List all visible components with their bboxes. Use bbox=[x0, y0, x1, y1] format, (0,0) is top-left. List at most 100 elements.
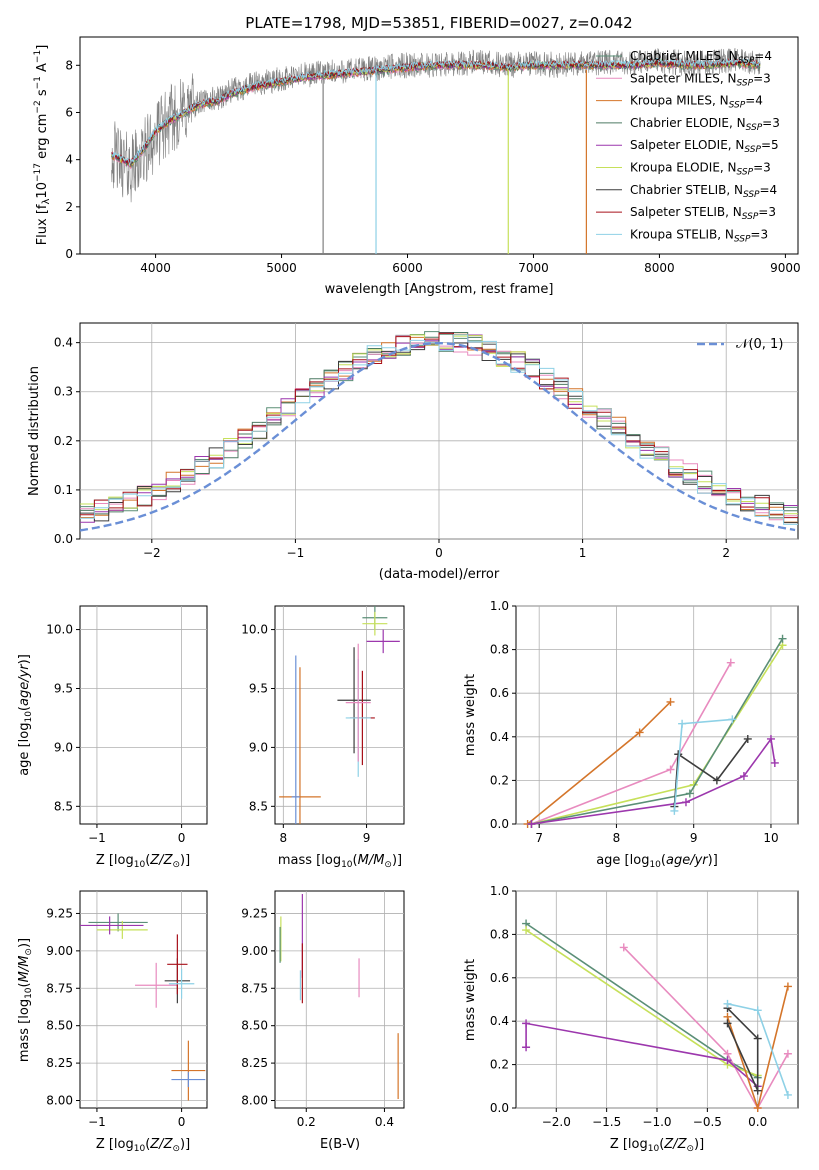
legend-label: Salpeter MILES, NSSP=3 bbox=[630, 71, 771, 88]
age-z-ylabel: age [log10(age/yr)] bbox=[17, 654, 34, 776]
mass-ebv-ytick-label: 8.00 bbox=[241, 1094, 268, 1108]
residual-ytick-label: 0.2 bbox=[54, 434, 73, 448]
mass-z-xlabel: Z [log10(Z/Z⊙)] bbox=[96, 1137, 190, 1154]
age-mass-xtick-label: 9 bbox=[363, 831, 371, 845]
mass-z-ytick-label: 8.25 bbox=[46, 1056, 73, 1070]
mw-z-marker bbox=[753, 1104, 762, 1112]
mw-age-plot: 7 8 9 10 0.0 0.2 0.4 0.6 0.8 1.0 bbox=[490, 599, 798, 845]
legend-label: Chabrier STELIB, NSSP=4 bbox=[630, 183, 777, 200]
histogram-step bbox=[80, 334, 798, 525]
mass-ebv-ytick-label: 8.75 bbox=[241, 981, 268, 995]
spectrum-title: PLATE=1798, MJD=53851, FIBERID=0027, z=0… bbox=[245, 14, 632, 32]
legend-label: Chabrier MILES, NSSP=4 bbox=[630, 49, 772, 66]
mass-z-ytick-label: 8.00 bbox=[46, 1094, 73, 1108]
mw-age-marker bbox=[674, 750, 683, 759]
spectrum-xlabel: wavelength [Angstrom, rest frame] bbox=[325, 282, 554, 297]
mass-z-ytick-label: 9.00 bbox=[46, 944, 73, 958]
mw-z-ytick-label: 0.4 bbox=[490, 1014, 509, 1028]
mw-z-marker bbox=[753, 1086, 762, 1095]
age-mass-plot: 8 9 8.5 9.0 9.5 10.0 bbox=[241, 606, 404, 845]
mw-z-marker bbox=[753, 1034, 762, 1043]
mw-z-marker bbox=[723, 999, 732, 1008]
residual-xtick-label: 0 bbox=[435, 546, 443, 560]
gaussian-curve bbox=[80, 342, 796, 532]
mass-ebv-ytick-label: 8.25 bbox=[241, 1056, 268, 1070]
residual-ytick-label: 0.3 bbox=[54, 385, 73, 399]
mass-z-ytick-label: 8.50 bbox=[46, 1019, 73, 1033]
age-z-xtick-label: 0 bbox=[178, 831, 186, 845]
mass-z-ytick-label: 8.75 bbox=[46, 981, 73, 995]
legend-label: Chabrier ELODIE, NSSP=3 bbox=[630, 116, 780, 133]
mass-ebv-plot: 0.2 0.4 8.00 8.25 8.50 8.75 9.00 9.25 bbox=[241, 891, 404, 1129]
mw-z-xtick-label: −1.0 bbox=[642, 1115, 671, 1129]
mw-z-marker bbox=[783, 982, 792, 991]
spectrum-xtick-label: 4000 bbox=[140, 261, 171, 275]
mw-age-marker bbox=[527, 820, 536, 828]
mw-age-marker bbox=[635, 728, 644, 737]
mw-age-marker bbox=[670, 806, 679, 815]
age-mass-ytick-label: 9.5 bbox=[249, 681, 268, 695]
residual-ytick-label: 0.0 bbox=[54, 532, 73, 546]
age-z-panel: −1 0 8.5 9.0 9.5 10.0 Z [log10(Z/Z⊙)] age [lo… bbox=[17, 605, 208, 870]
spectrum-xtick-label: 8000 bbox=[644, 261, 675, 275]
mw-age-marker bbox=[666, 765, 675, 774]
age-z-xtick-label: −1 bbox=[88, 831, 106, 845]
age-z-ytick-label: 9.5 bbox=[54, 681, 73, 695]
age-mass-frame bbox=[274, 605, 405, 825]
mw-age-ytick-label: 0.4 bbox=[490, 730, 509, 744]
mass-z-xtick-label: 0 bbox=[178, 1115, 186, 1129]
residual-xtick-label: 1 bbox=[579, 546, 587, 560]
mw-age-ytick-label: 0.8 bbox=[490, 643, 509, 657]
age-mass-xlabel: mass [log10(M/M⊙)] bbox=[278, 853, 402, 870]
mw-age-ytick-label: 0.0 bbox=[490, 817, 509, 831]
mw-z-marker bbox=[522, 926, 531, 935]
mw-z-ytick-label: 1.0 bbox=[490, 884, 509, 898]
mw-age-xlabel: age [log10(age/yr)] bbox=[596, 853, 718, 870]
legend-label: Kroupa STELIB, NSSP=3 bbox=[630, 227, 768, 244]
legend-label: Salpeter STELIB, NSSP=3 bbox=[630, 205, 776, 222]
mw-age-marker bbox=[743, 734, 752, 743]
mw-z-xtick-label: −0.5 bbox=[693, 1115, 722, 1129]
age-z-ytick-label: 9.0 bbox=[54, 740, 73, 754]
spectrum-panel: 4000 5000 6000 7000 8000 9000 0 2 4 6 8 Chabrier M… bbox=[33, 14, 801, 297]
mw-age-marker bbox=[770, 758, 779, 767]
mw-age-marker bbox=[712, 776, 721, 785]
mw-z-ytick-label: 0.8 bbox=[490, 927, 509, 941]
mw-age-marker bbox=[681, 798, 690, 807]
mw-age-xtick-label: 7 bbox=[535, 831, 543, 845]
mw-z-ytick-label: 0.0 bbox=[490, 1101, 509, 1115]
residual-xtick-label: −2 bbox=[143, 546, 161, 560]
mw-age-marker bbox=[739, 772, 748, 781]
mw-z-panel: −2.0 −1.5 −1.0 −0.5 0.0 0.0 0.2 0.4 0.6 0.8 1.0 Z … bbox=[463, 884, 799, 1154]
spectrum-ytick-label: 2 bbox=[65, 200, 73, 214]
mw-z-ytick-label: 0.6 bbox=[490, 971, 509, 985]
mass-ebv-ytick-label: 9.00 bbox=[241, 944, 268, 958]
residual-ytick-label: 0.4 bbox=[54, 336, 73, 350]
age-z-frame bbox=[79, 605, 208, 825]
mw-z-ytick-label: 0.2 bbox=[490, 1058, 509, 1072]
residual-panel: −2 −1 0 1 2 0.0 0.1 0.2 0.3 0.4 𝒩(0, 1) (data-mode… bbox=[27, 322, 799, 582]
mass-ebv-ytick-label: 9.25 bbox=[241, 906, 268, 920]
model-line bbox=[111, 57, 761, 166]
legend-label: Salpeter ELODIE, NSSP=5 bbox=[630, 138, 779, 155]
mw-age-xtick-label: 8 bbox=[613, 831, 621, 845]
age-mass-ytick-label: 9.0 bbox=[249, 740, 268, 754]
spectrum-ytick-label: 0 bbox=[65, 247, 73, 261]
mw-z-marker bbox=[522, 1043, 531, 1052]
mass-z-panel: −1 0 8.00 8.25 8.50 8.75 9.00 9.25 Z [log10(Z/Z… bbox=[17, 890, 208, 1154]
mw-z-marker bbox=[723, 1056, 732, 1065]
age-mass-panel: 8 9 8.5 9.0 9.5 10.0 mass [log10(M/M⊙)] bbox=[241, 605, 405, 870]
spectrum-ytick-label: 4 bbox=[65, 153, 73, 167]
age-mass-ytick-label: 8.5 bbox=[249, 799, 268, 813]
mw-age-xtick-label: 9 bbox=[690, 831, 698, 845]
mass-z-ylabel: mass [log10(M/M⊙)] bbox=[17, 938, 34, 1062]
mw-age-ytick-label: 0.2 bbox=[490, 773, 509, 787]
mw-z-marker bbox=[783, 1090, 792, 1099]
mass-ebv-xtick-label: 0.4 bbox=[375, 1115, 394, 1129]
mass-ebv-ytick-label: 8.50 bbox=[241, 1019, 268, 1033]
mw-z-marker bbox=[783, 1049, 792, 1058]
mw-age-marker bbox=[726, 658, 735, 667]
spectrum-xtick-label: 9000 bbox=[770, 261, 801, 275]
age-z-plot: −1 0 8.5 9.0 9.5 10.0 bbox=[46, 606, 207, 845]
